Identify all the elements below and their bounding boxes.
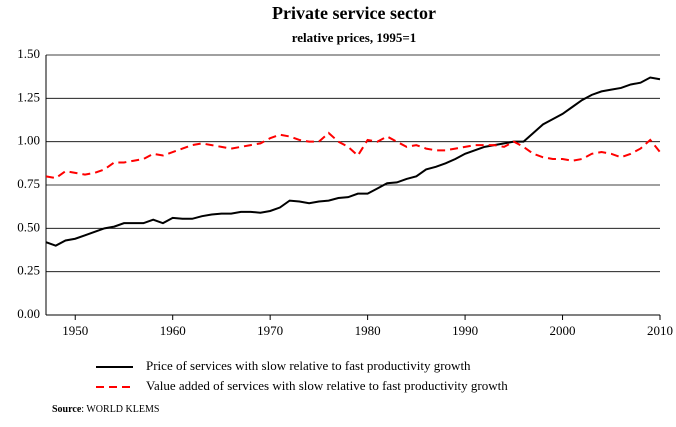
x-tick-label: 2000 (550, 323, 576, 338)
source: Source: WORLD KLEMS (52, 404, 159, 415)
y-tick-label: 1.00 (17, 133, 40, 148)
x-tick-label: 1980 (355, 323, 381, 338)
x-tick-label: 1960 (160, 323, 186, 338)
y-tick-label: 0.50 (17, 219, 40, 234)
x-tick-label: 1990 (452, 323, 478, 338)
chart-title: Private service sector (272, 3, 436, 23)
x-tick-label: 1950 (62, 323, 88, 338)
x-tick-label: 2010 (647, 323, 673, 338)
source-text: : WORLD KLEMS (81, 404, 159, 415)
chart-subtitle: relative prices, 1995=1 (292, 30, 417, 45)
y-tick-label: 0.25 (17, 263, 40, 278)
x-tick-label: 1970 (257, 323, 283, 338)
y-tick-label: 1.25 (17, 89, 40, 104)
legend-label: Value added of services with slow relati… (146, 378, 508, 393)
data-line (45, 131, 661, 180)
data-line (45, 76, 661, 247)
y-tick-label: 1.50 (17, 46, 40, 61)
source-label: Source (52, 404, 82, 415)
y-tick-label: 0.00 (17, 306, 40, 321)
y-tick-label: 0.75 (17, 176, 40, 191)
legend-label: Price of services with slow relative to … (146, 358, 471, 373)
